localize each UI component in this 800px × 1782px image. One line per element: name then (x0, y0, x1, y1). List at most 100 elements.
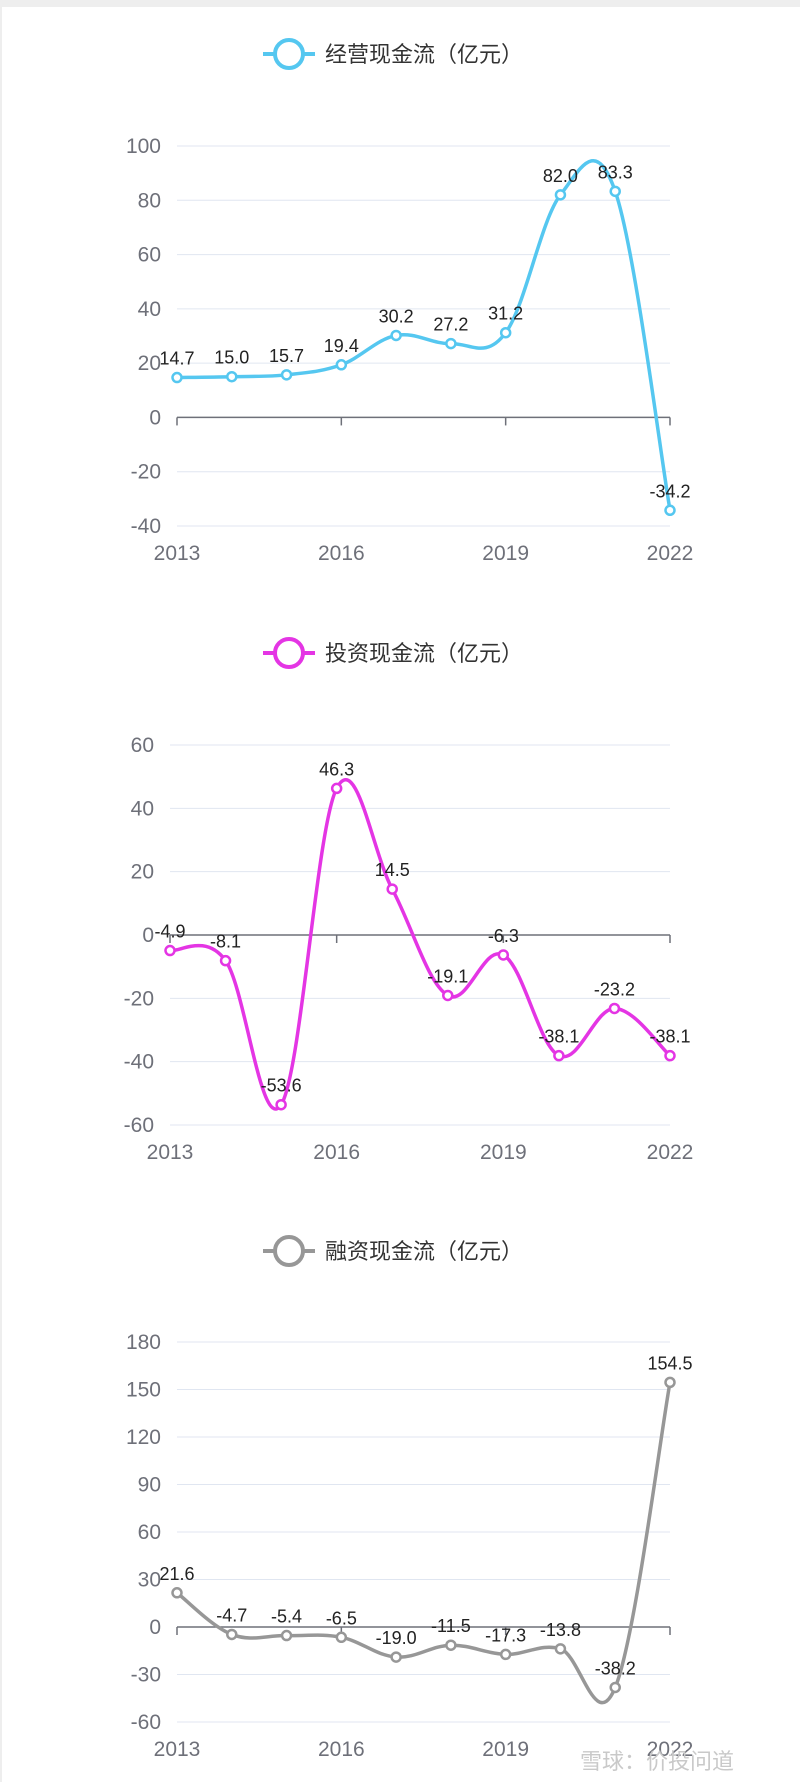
x-tick-label: 2016 (318, 1738, 365, 1761)
x-tick-label: 2013 (147, 1141, 194, 1164)
data-point (390, 329, 402, 342)
y-tick-label: 40 (131, 797, 154, 820)
data-label: -4.7 (216, 1605, 247, 1625)
data-point (664, 1376, 676, 1389)
data-point (226, 370, 238, 383)
x-tick-label: 2019 (482, 1738, 529, 1761)
x-tick-label: 2019 (482, 542, 529, 565)
watermark-text: 雪球：价投问道 (580, 1750, 735, 1775)
y-tick-label: -60 (124, 1114, 154, 1137)
data-label: 154.5 (647, 1353, 692, 1373)
data-point (664, 1049, 676, 1062)
data-label: -38.1 (538, 1027, 579, 1047)
data-label: 21.6 (159, 1564, 194, 1584)
data-label: -5.4 (271, 1607, 302, 1627)
y-tick-label: 20 (138, 352, 161, 375)
y-tick-label: -60 (131, 1711, 161, 1734)
data-label: 27.2 (433, 315, 468, 335)
y-tick-label: 180 (126, 1331, 161, 1354)
data-label: -17.3 (485, 1625, 526, 1645)
data-label: -4.9 (154, 922, 185, 942)
data-point (608, 1002, 621, 1015)
y-tick-label: 60 (138, 1521, 161, 1544)
series-line (175, 1382, 672, 1705)
y-tick-label: 60 (138, 244, 161, 267)
top-bar (0, 0, 800, 7)
series-line (176, 159, 672, 511)
data-point (554, 189, 567, 201)
data-label: 46.3 (319, 759, 354, 779)
data-point (499, 1648, 512, 1661)
y-tick-label: -20 (131, 461, 161, 484)
data-point (445, 337, 457, 350)
data-label: -34.2 (649, 481, 690, 501)
y-tick-label: 120 (126, 1426, 161, 1449)
y-tick-label: 100 (126, 135, 161, 158)
legend: 投资现金流（亿元） (263, 637, 523, 669)
y-tick-label: 80 (138, 189, 161, 212)
data-point (275, 1098, 287, 1111)
x-tick-label: 2016 (318, 542, 365, 565)
legend-label: 经营现金流（亿元） (325, 43, 523, 68)
x-tick-label: 2016 (313, 1141, 360, 1164)
data-label: 82.0 (543, 166, 578, 186)
y-tick-label: -40 (124, 1051, 154, 1074)
financing-cash-flow-chart: 融资现金流（亿元） -60 -30 0 30 60 90 120 150 180 2013 2016 2… (126, 1235, 694, 1761)
data-label: 31.2 (488, 304, 523, 324)
data-point (226, 1628, 238, 1641)
data-label: -38.1 (649, 1027, 690, 1047)
data-label: -13.8 (540, 1620, 581, 1640)
data-point (664, 504, 676, 517)
data-label: -6.3 (488, 926, 519, 946)
data-label: -53.6 (261, 1076, 302, 1096)
data-point (335, 359, 348, 371)
data-label: -8.1 (210, 932, 241, 952)
x-tick-label: 2013 (154, 1738, 201, 1761)
y-tick-label: -40 (131, 515, 161, 538)
x-tick-label: 2019 (480, 1141, 527, 1164)
x-tick-label: 2022 (647, 1141, 694, 1164)
data-point (164, 944, 176, 957)
y-tick-label: -20 (124, 987, 154, 1010)
data-label: 14.7 (159, 349, 194, 369)
data-point (335, 1631, 348, 1644)
y-tick-label: 0 (149, 406, 161, 429)
data-label: 14.5 (375, 860, 410, 880)
data-label: 83.3 (598, 162, 633, 182)
data-point (554, 1643, 567, 1655)
data-label: 19.4 (324, 336, 359, 356)
data-point (390, 1651, 402, 1663)
data-point (445, 1639, 457, 1651)
data-point (330, 782, 343, 795)
data-point (553, 1049, 565, 1062)
y-tick-label: 0 (142, 924, 154, 947)
data-label: -38.2 (595, 1658, 636, 1678)
data-label: -23.2 (594, 979, 635, 999)
data-point (280, 1629, 293, 1642)
data-label: 15.0 (214, 348, 249, 368)
legend-marker (273, 1235, 305, 1267)
y-tick-label: 40 (138, 298, 161, 321)
y-tick-label: 150 (126, 1379, 161, 1402)
data-point (386, 883, 398, 895)
y-tick-label: 20 (131, 861, 154, 884)
data-point (442, 989, 454, 1002)
y-tick-label: 0 (149, 1616, 161, 1639)
data-label: -19.0 (376, 1628, 417, 1648)
y-tick-label: 90 (138, 1474, 161, 1497)
y-tick-label: -30 (131, 1664, 161, 1687)
investing-cash-flow-chart: 投资现金流（亿元） -60 -40 -20 0 20 40 60 2013 2016 2019 202… (124, 637, 694, 1164)
legend: 融资现金流（亿元） (263, 1235, 523, 1267)
data-point (219, 954, 232, 967)
data-point (171, 371, 183, 384)
data-label: 15.7 (269, 346, 304, 366)
x-tick-label: 2022 (647, 1738, 694, 1761)
left-border (0, 0, 2, 1782)
data-point (499, 326, 512, 339)
legend-marker (273, 637, 305, 669)
x-tick-label: 2022 (647, 542, 694, 565)
series-line (169, 778, 672, 1111)
data-label: -11.5 (431, 1616, 471, 1636)
legend-marker (273, 38, 305, 70)
operating-cash-flow-chart: 经营现金流（亿元） -40 -20 0 20 40 60 80 100 2013 2016 2019 2… (126, 38, 694, 565)
